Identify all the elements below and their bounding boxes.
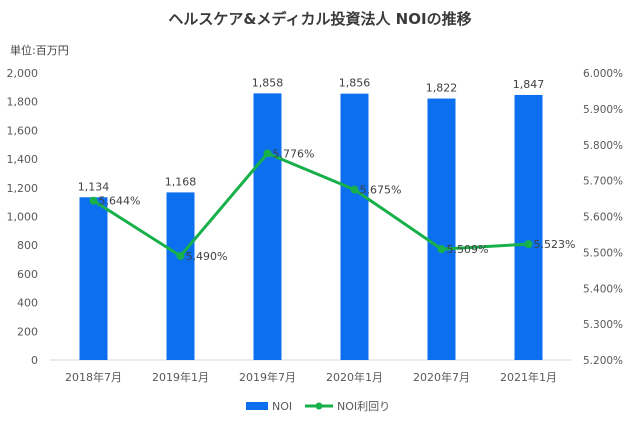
y-left-tick-label: 1,000: [7, 211, 39, 224]
x-tick-label: 2019年1月: [152, 370, 209, 384]
y-right-tick-label: 5.900%: [583, 104, 623, 116]
noi-bar-label: 1,134: [78, 180, 110, 193]
y-right-tick-label: 5.200%: [583, 355, 623, 367]
noi-bar: [166, 192, 195, 360]
noi-yield-label: 5.675%: [360, 184, 402, 197]
noi-bar-label: 1,822: [426, 82, 458, 95]
noi-bar: [79, 197, 108, 360]
x-tick-label: 2019年7月: [239, 370, 296, 384]
y-right-tick-label: 5.300%: [583, 319, 623, 331]
y-left-tick-label: 600: [17, 268, 38, 281]
noi-bar: [514, 94, 543, 360]
y-right-tick-label: 5.500%: [583, 247, 623, 259]
noi-bar-label: 1,856: [339, 77, 371, 90]
noi-yield-point: [437, 245, 446, 254]
noi-yield-line: [92, 151, 529, 258]
noi-yield-label: 5.644%: [99, 195, 141, 208]
noi-yield-label: 5.523%: [534, 238, 576, 251]
noi-yield-point: [89, 196, 98, 205]
noi-bar-label: 1,168: [165, 175, 197, 188]
y-right-tick-label: 5.600%: [583, 212, 623, 224]
y-right-tick-label: 5.700%: [583, 176, 623, 188]
noi-yield-point: [176, 251, 185, 260]
y-left-tick-label: 1,400: [7, 153, 39, 166]
noi-yield-label: 5.776%: [273, 147, 315, 160]
noi-yield-point: [263, 149, 272, 158]
noi-yield-label: 5.509%: [447, 243, 489, 256]
x-tick-label: 2020年1月: [326, 370, 383, 384]
legend-yield-marker: [315, 402, 323, 410]
noi-yield-point: [350, 185, 359, 194]
y-left-tick-label: 200: [17, 325, 38, 338]
y-left-tick-label: 1,200: [7, 182, 39, 195]
y-right-tick-label: 5.400%: [583, 283, 623, 295]
noi-bar-label: 1,858: [252, 76, 284, 89]
x-tick-label: 2018年7月: [65, 370, 122, 384]
noi-bar: [340, 93, 369, 360]
legend-noi-swatch: [246, 402, 268, 410]
legend-yield-label: NOI利回り: [337, 400, 390, 413]
unit-label: 単位:百万円: [10, 44, 69, 57]
noi-yield-point: [524, 240, 533, 249]
chart-title: ヘルスケア&メディカル投資法人 NOIの推移: [168, 10, 472, 28]
y-left-tick-label: 0: [31, 354, 38, 367]
legend-noi-label: NOI: [272, 400, 292, 413]
x-tick-label: 2021年1月: [500, 370, 557, 384]
noi-bar-label: 1,847: [513, 78, 545, 91]
noi-bar: [427, 98, 456, 360]
y-left-tick-label: 1,600: [7, 124, 39, 137]
y-left-tick-label: 2,000: [7, 67, 39, 80]
noi-bar: [253, 93, 282, 360]
x-tick-label: 2020年7月: [413, 370, 470, 384]
y-right-tick-label: 6.000%: [583, 68, 623, 80]
y-left-tick-label: 1,800: [7, 96, 39, 109]
noi-yield-label: 5.490%: [186, 250, 228, 263]
y-right-tick-label: 5.800%: [583, 140, 623, 152]
y-left-tick-label: 800: [17, 239, 38, 252]
y-left-tick-label: 400: [17, 297, 38, 310]
